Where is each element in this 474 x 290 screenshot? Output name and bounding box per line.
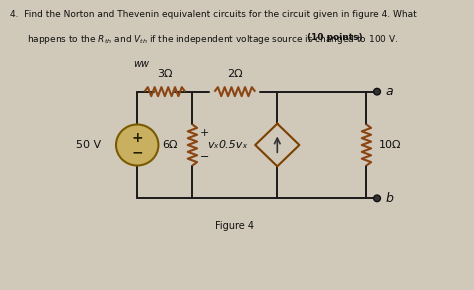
- Text: +: +: [131, 130, 143, 145]
- Text: 10Ω: 10Ω: [379, 140, 401, 150]
- Polygon shape: [255, 124, 300, 166]
- Circle shape: [116, 124, 158, 166]
- Text: −: −: [131, 145, 143, 160]
- Text: −: −: [200, 152, 210, 162]
- Text: a: a: [385, 85, 393, 98]
- Circle shape: [374, 195, 381, 202]
- Text: 3Ω: 3Ω: [157, 68, 173, 79]
- Text: Figure 4: Figure 4: [215, 221, 255, 231]
- Text: ww: ww: [134, 59, 149, 69]
- Text: 4.  Find the Norton and Thevenin equivalent circuits for the circuit given in fi: 4. Find the Norton and Thevenin equivale…: [10, 10, 417, 19]
- Text: (10 points): (10 points): [307, 33, 363, 42]
- Text: happens to the $R_{th}$ and $V_{th}$ if the independent voltage source is change: happens to the $R_{th}$ and $V_{th}$ if …: [27, 33, 398, 46]
- Text: 50 V: 50 V: [76, 140, 101, 150]
- Circle shape: [374, 88, 381, 95]
- Text: +: +: [200, 128, 210, 138]
- Text: 0.5vₓ: 0.5vₓ: [218, 140, 247, 150]
- Text: vₓ: vₓ: [207, 140, 219, 150]
- Text: 2Ω: 2Ω: [227, 68, 243, 79]
- Text: b: b: [385, 192, 393, 205]
- Text: 6Ω: 6Ω: [162, 140, 178, 150]
